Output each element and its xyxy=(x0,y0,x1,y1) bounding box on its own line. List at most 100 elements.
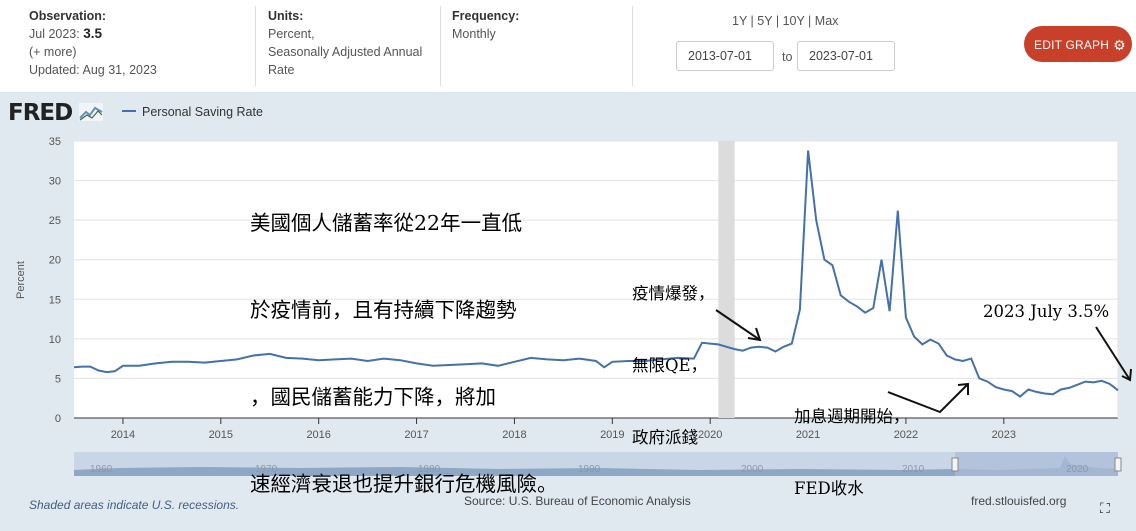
data-point[interactable] xyxy=(716,342,721,347)
data-point[interactable] xyxy=(1009,389,1014,394)
data-point[interactable] xyxy=(1067,385,1072,390)
data-point[interactable] xyxy=(903,315,908,320)
range-10y[interactable]: 10Y xyxy=(782,14,805,28)
data-point[interactable] xyxy=(594,359,599,364)
data-point[interactable] xyxy=(1075,382,1080,387)
plot-background xyxy=(74,141,1118,418)
data-point[interactable] xyxy=(846,299,851,304)
data-point[interactable] xyxy=(1026,387,1031,392)
data-point[interactable] xyxy=(773,349,778,354)
data-point[interactable] xyxy=(944,353,949,358)
data-point[interactable] xyxy=(88,364,93,369)
data-point[interactable] xyxy=(235,357,240,362)
data-point[interactable] xyxy=(814,218,819,223)
data-point[interactable] xyxy=(952,357,957,362)
navigator-label: 2000 xyxy=(741,464,764,475)
data-point[interactable] xyxy=(838,293,843,298)
data-point[interactable] xyxy=(765,345,770,350)
units-line-3: Rate xyxy=(268,63,295,77)
data-point[interactable] xyxy=(887,309,892,314)
more-link[interactable]: (+ more) xyxy=(29,45,77,59)
data-point[interactable] xyxy=(797,307,802,312)
data-point[interactable] xyxy=(1099,378,1104,383)
data-point[interactable] xyxy=(96,368,101,373)
data-point[interactable] xyxy=(1107,381,1112,386)
data-point[interactable] xyxy=(104,370,109,375)
data-point[interactable] xyxy=(1050,392,1055,397)
main-annotation: 美國個人儲蓄率從22年一直低 於疫情前，且有持續下降趨勢 ，國民儲蓄能力下降，將… xyxy=(250,151,558,528)
data-point[interactable] xyxy=(977,376,982,381)
data-point[interactable] xyxy=(822,257,827,262)
navigator-handle-left[interactable] xyxy=(951,457,959,472)
data-point[interactable] xyxy=(218,359,223,364)
data-point[interactable] xyxy=(577,356,582,361)
data-point[interactable] xyxy=(1018,394,1023,399)
data-point[interactable] xyxy=(830,263,835,268)
data-point[interactable] xyxy=(1083,379,1088,384)
navigator-label: 1980 xyxy=(418,464,441,475)
data-point[interactable] xyxy=(137,363,142,368)
data-point[interactable] xyxy=(153,361,158,366)
data-point[interactable] xyxy=(561,358,566,363)
range-5y[interactable]: 5Y xyxy=(757,14,773,28)
data-point[interactable] xyxy=(602,365,607,370)
data-point[interactable] xyxy=(72,365,77,370)
data-point[interactable] xyxy=(169,359,174,364)
data-point[interactable] xyxy=(969,356,974,361)
data-point[interactable] xyxy=(1001,387,1006,392)
data-point[interactable] xyxy=(895,208,900,213)
range-max[interactable]: Max xyxy=(814,14,839,28)
data-point[interactable] xyxy=(740,348,745,353)
hike-arrow xyxy=(887,383,969,414)
data-point[interactable] xyxy=(202,360,207,365)
data-point[interactable] xyxy=(912,334,917,339)
data-point[interactable] xyxy=(1058,387,1063,392)
updated-date: Updated: Aug 31, 2023 xyxy=(29,63,157,77)
data-point[interactable] xyxy=(806,148,811,153)
y-tick-label: 20 xyxy=(49,255,61,267)
data-point[interactable] xyxy=(871,305,876,310)
data-point[interactable] xyxy=(1116,388,1121,393)
data-point[interactable] xyxy=(120,363,125,368)
data-point[interactable] xyxy=(789,341,794,346)
data-point[interactable] xyxy=(928,337,933,342)
navigator-handle-right[interactable] xyxy=(1114,457,1122,472)
main-annotation-line: 於疫情前，且有持續下降趨勢 xyxy=(250,298,517,322)
data-point[interactable] xyxy=(610,359,615,364)
x-tick-label: 2018 xyxy=(502,429,526,441)
data-point[interactable] xyxy=(186,359,191,364)
units-line-2: Seasonally Adjusted Annual xyxy=(268,45,423,59)
data-point[interactable] xyxy=(993,385,998,390)
data-point[interactable] xyxy=(781,344,786,349)
data-point[interactable] xyxy=(112,369,117,374)
data-point[interactable] xyxy=(936,341,941,346)
y-axis-label: Percent xyxy=(15,261,27,299)
data-point[interactable] xyxy=(732,347,737,352)
data-point[interactable] xyxy=(863,310,868,315)
start-date-input[interactable]: 2013-07-01 xyxy=(676,41,774,71)
data-point[interactable] xyxy=(1042,391,1047,396)
x-tick-label: 2022 xyxy=(894,429,918,441)
data-point[interactable] xyxy=(1034,389,1039,394)
navigator-selection[interactable] xyxy=(955,452,1118,476)
end-date-input[interactable]: 2023-07-01 xyxy=(797,41,895,71)
data-point[interactable] xyxy=(961,359,966,364)
data-point[interactable] xyxy=(80,364,85,369)
fullscreen-icon[interactable]: ⛶ xyxy=(1100,500,1110,516)
data-point[interactable] xyxy=(626,359,631,364)
x-tick-label: 2016 xyxy=(306,429,330,441)
data-point[interactable] xyxy=(748,345,753,350)
data-point[interactable] xyxy=(879,257,884,262)
data-point[interactable] xyxy=(985,379,990,384)
data-point[interactable] xyxy=(920,342,925,347)
range-1y[interactable]: 1Y xyxy=(732,14,748,28)
top-bar: Observation: Jul 2023: 3.5 (+ more) Upda… xyxy=(0,0,1136,92)
hike-annotation-line: FED收水 xyxy=(794,479,864,498)
data-point[interactable] xyxy=(1091,380,1096,385)
site-link[interactable]: fred.stlouisfed.org xyxy=(971,494,1067,508)
y-tick-label: 0 xyxy=(55,413,61,425)
data-point[interactable] xyxy=(855,304,860,309)
edit-graph-button[interactable]: EDIT GRAPH ⚙ xyxy=(1024,26,1132,62)
data-point[interactable] xyxy=(757,344,762,349)
data-point[interactable] xyxy=(724,344,729,349)
